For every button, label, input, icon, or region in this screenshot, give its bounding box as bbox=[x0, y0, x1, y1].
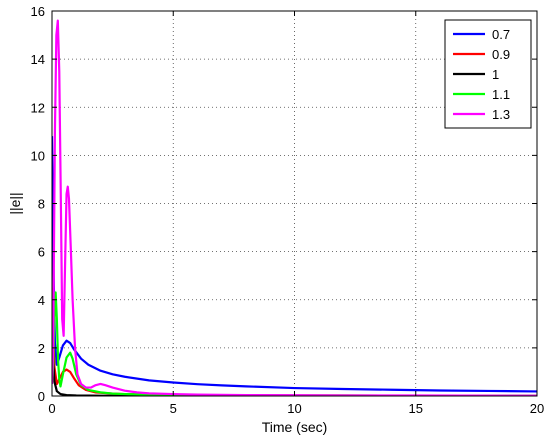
y-axis-label: ||e|| bbox=[7, 192, 23, 214]
legend-label: 1.3 bbox=[492, 107, 510, 122]
y-tick-label: 6 bbox=[38, 245, 45, 260]
x-tick-label: 0 bbox=[48, 401, 55, 416]
x-axis-label: Time (sec) bbox=[262, 419, 328, 435]
y-tick-label: 16 bbox=[31, 4, 45, 19]
series-line-0-7 bbox=[52, 136, 537, 393]
series-line-1-1 bbox=[52, 291, 537, 396]
legend-label: 1.1 bbox=[492, 87, 510, 102]
grid-lines bbox=[52, 11, 537, 396]
series-line-1 bbox=[52, 323, 537, 396]
x-tick-label: 10 bbox=[287, 401, 301, 416]
series-line-1-3 bbox=[52, 19, 537, 396]
y-tick-label: 10 bbox=[31, 148, 45, 163]
y-tick-label: 4 bbox=[38, 293, 45, 308]
y-tick-label: 8 bbox=[38, 197, 45, 212]
legend: 0.7 0.9 1 1.1 1.3 bbox=[444, 19, 532, 129]
legend-label: 1 bbox=[492, 67, 499, 82]
legend-label: 0.7 bbox=[492, 27, 510, 42]
y-tick-label: 0 bbox=[38, 389, 45, 404]
x-tick-label: 15 bbox=[409, 401, 423, 416]
axis-ticks: 0 5 10 15 20 0 2 4 6 8 10 12 14 16 bbox=[31, 4, 545, 416]
y-tick-label: 14 bbox=[31, 52, 45, 67]
x-tick-label: 5 bbox=[170, 401, 177, 416]
y-tick-label: 2 bbox=[38, 341, 45, 356]
legend-label: 0.9 bbox=[492, 47, 510, 62]
x-tick-label: 20 bbox=[530, 401, 544, 416]
plot-series bbox=[52, 19, 537, 396]
y-tick-label: 12 bbox=[31, 100, 45, 115]
